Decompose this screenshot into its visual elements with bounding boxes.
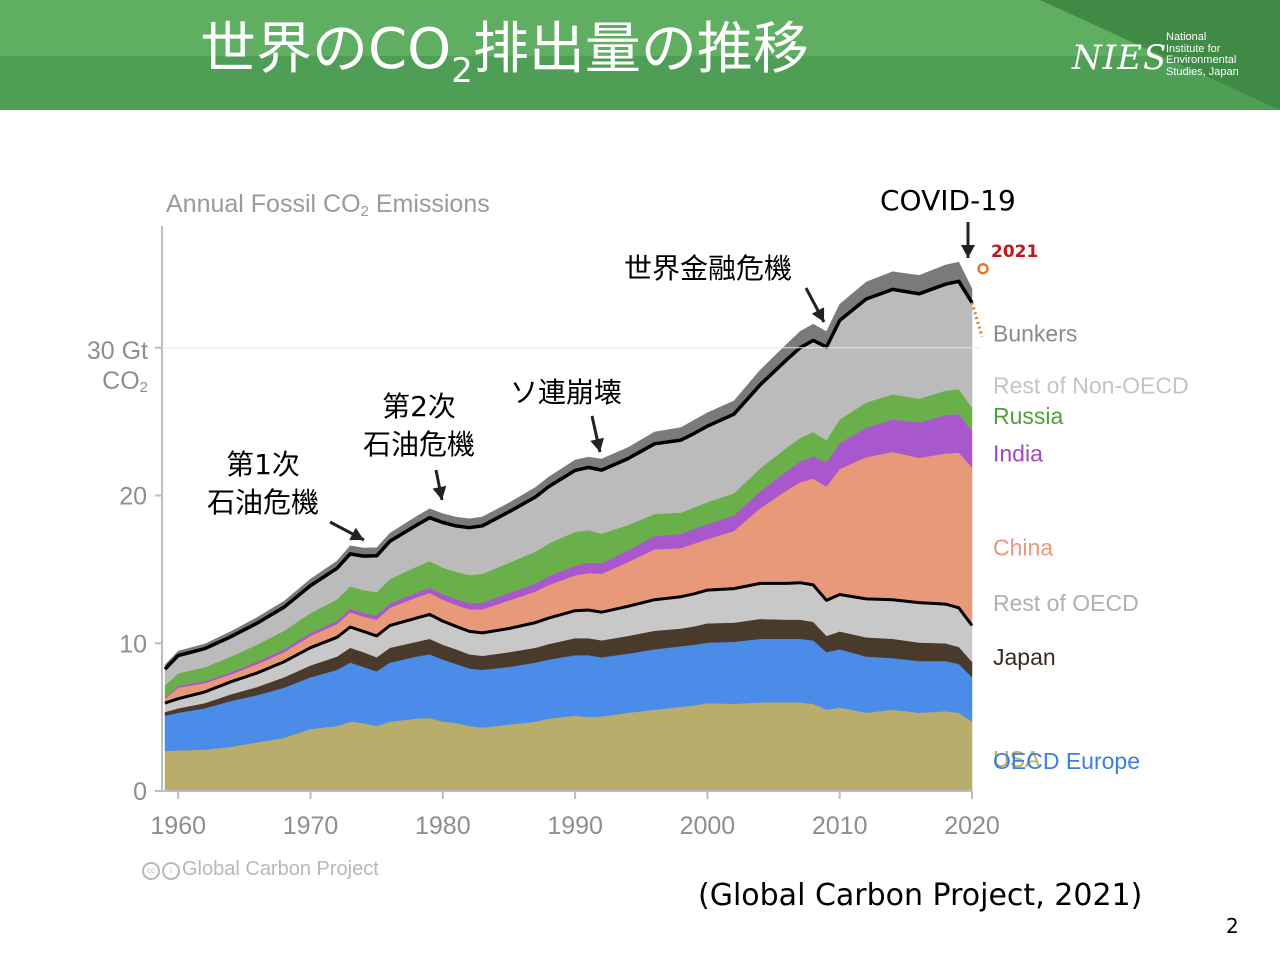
- series-label-china: China: [993, 534, 1053, 560]
- y-tick-label: 20: [119, 483, 147, 511]
- ussr-collapse-arrow: [590, 415, 605, 453]
- y-axis-top-label: 30 Gt: [86, 337, 148, 365]
- chart-credit: cc i Global Carbon Project: [142, 858, 379, 881]
- slide-title-post: 排出量の推移: [472, 17, 809, 82]
- chart-title-sub: 2: [360, 203, 369, 220]
- stacked-areas: [164, 261, 973, 792]
- annotation-oil-crisis-1-line2: 石油危機: [206, 486, 319, 519]
- x-tick-label: 1970: [283, 812, 339, 840]
- boundary-lines: [163, 279, 974, 705]
- oecd-boundary-line: [164, 581, 974, 705]
- slide-title: 世界のCO2排出量の推移: [200, 14, 809, 88]
- annotation-oil-crisis-2-line2: 石油危機: [362, 428, 475, 461]
- slide-title-pre: 世界のCO: [200, 17, 452, 82]
- x-tick-label: 2020: [944, 812, 1000, 840]
- y-tick-label: 0: [133, 778, 147, 806]
- oil-crisis-2-arrow-head: [432, 485, 447, 500]
- series-label-russia: Russia: [993, 403, 1064, 429]
- series-label-usa: USA: [993, 746, 1041, 772]
- series-label-india: India: [993, 440, 1043, 466]
- nies-logo: NIES National Institute for Environmenta…: [1072, 31, 1272, 92]
- y-tick-label: 10: [119, 630, 147, 658]
- page-number: 2: [1226, 914, 1239, 938]
- annotation-ussr-collapse: ソ連崩壊: [510, 376, 623, 409]
- x-tick-label: 2000: [680, 812, 736, 840]
- projection-2021-line: [970, 302, 984, 338]
- series-label-bunkers: Bunkers: [993, 321, 1077, 347]
- series-label-rest-of-oecd: Rest of OECD: [993, 590, 1139, 616]
- oil-crisis-1-arrow: [329, 520, 365, 542]
- annotation-oil-crisis-2-line1: 第2次: [382, 390, 456, 423]
- logo-line: Environmental: [1166, 54, 1237, 66]
- logo-line: Studies, Japan: [1166, 65, 1239, 78]
- axes: 0 10 20 1960 1970 1980 1990 2000 2010 2020: [119, 226, 1000, 840]
- annotation-oil-crisis-1: 第1次 石油危機: [196, 446, 330, 522]
- annotation-oil-crisis-2: 第2次 石油危機: [352, 388, 486, 464]
- attribution-icon: i: [162, 862, 180, 880]
- series-label-rest-of-non-oecd: Rest of Non-OECD: [993, 373, 1189, 399]
- x-tick-label: 1990: [547, 812, 603, 840]
- credit-text: Global Carbon Project: [182, 858, 379, 880]
- nies-logo-text: National Institute for Environmental Stu…: [1166, 31, 1239, 78]
- covid-arrow: [961, 222, 975, 258]
- source-citation: (Global Carbon Project, 2021): [698, 878, 1143, 913]
- y-axis-unit: CO2: [60, 366, 148, 396]
- chart-title-pre: Annual Fossil CO: [166, 190, 361, 218]
- annotation-arrows: 2021: [329, 222, 1038, 542]
- financial-crisis-arrow-head: [811, 307, 825, 322]
- x-tick-label: 2010: [812, 812, 868, 840]
- projection-2021-marker: [977, 262, 989, 275]
- logo-line: National: [1166, 31, 1207, 43]
- annotation-financial-crisis: 世界金融危機: [624, 252, 793, 285]
- oil-crisis-1-arrow-head: [349, 527, 364, 541]
- logo-line: Institute for: [1166, 42, 1221, 55]
- ussr-collapse-arrow-head: [590, 437, 605, 452]
- y-axis-unit-pre: CO: [102, 367, 140, 395]
- y-axis-unit-label: 30 Gt CO2: [60, 336, 148, 396]
- y-axis-unit-sub: 2: [139, 379, 148, 396]
- title-banner-corner: [1040, 0, 1280, 110]
- creative-commons-icon: cc: [142, 862, 160, 880]
- chart-title: Annual Fossil CO2 Emissions: [166, 190, 490, 219]
- covid-arrow-head: [961, 245, 975, 258]
- slide-title-sub: 2: [451, 51, 473, 91]
- nies-logo-mark: NIES: [1072, 38, 1168, 78]
- x-tick-label: 1960: [150, 812, 206, 840]
- chart-title-post: Emissions: [368, 190, 490, 218]
- annotation-covid: COVID-19: [880, 184, 1016, 217]
- oil-crisis-2-arrow: [432, 469, 447, 501]
- series-label-oecd-europe: OECD Europe: [993, 748, 1140, 774]
- financial-crisis-arrow: [804, 287, 826, 323]
- series-label-japan: Japan: [993, 644, 1056, 670]
- x-tick-label: 1980: [415, 812, 471, 840]
- total-excl-bunkers-line: [163, 279, 974, 671]
- annotation-oil-crisis-1-line1: 第1次: [226, 448, 300, 481]
- year-2021-label: 2021: [991, 242, 1038, 262]
